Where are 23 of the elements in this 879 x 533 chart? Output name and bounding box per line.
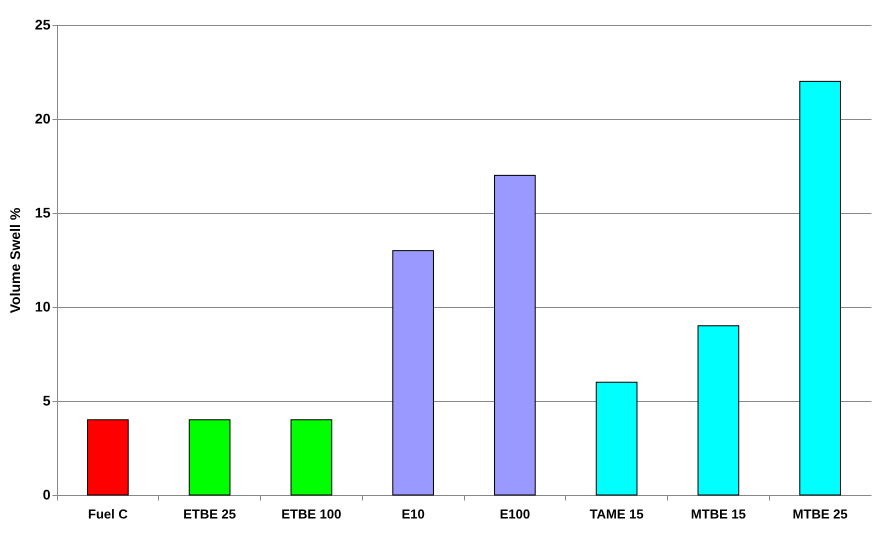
y-tick-label: 20 bbox=[34, 110, 51, 126]
y-tick-label: 10 bbox=[34, 298, 51, 314]
bar bbox=[188, 419, 230, 496]
y-tick-label: 25 bbox=[34, 16, 51, 32]
x-tick-label: MTBE 25 bbox=[792, 506, 848, 522]
bar bbox=[596, 382, 638, 496]
bar bbox=[290, 419, 332, 496]
x-tick-label: TAME 15 bbox=[590, 506, 644, 522]
y-tick-label: 15 bbox=[34, 204, 51, 220]
x-tick-label: ETBE 25 bbox=[183, 506, 236, 522]
bar bbox=[392, 250, 434, 496]
y-axis-title: Volume Swell % bbox=[6, 207, 23, 314]
bar bbox=[494, 174, 536, 496]
bar bbox=[87, 419, 129, 496]
y-tick-label: 5 bbox=[42, 392, 51, 408]
bar bbox=[799, 80, 841, 496]
x-tick-label: MTBE 15 bbox=[690, 506, 746, 522]
x-tick-label: E100 bbox=[500, 506, 530, 522]
bar bbox=[698, 325, 740, 496]
y-tick-label: 0 bbox=[42, 486, 51, 502]
x-tick-label: E10 bbox=[402, 506, 425, 522]
x-tick-label: ETBE 100 bbox=[281, 506, 342, 522]
x-tick-label: Fuel C bbox=[88, 506, 128, 522]
